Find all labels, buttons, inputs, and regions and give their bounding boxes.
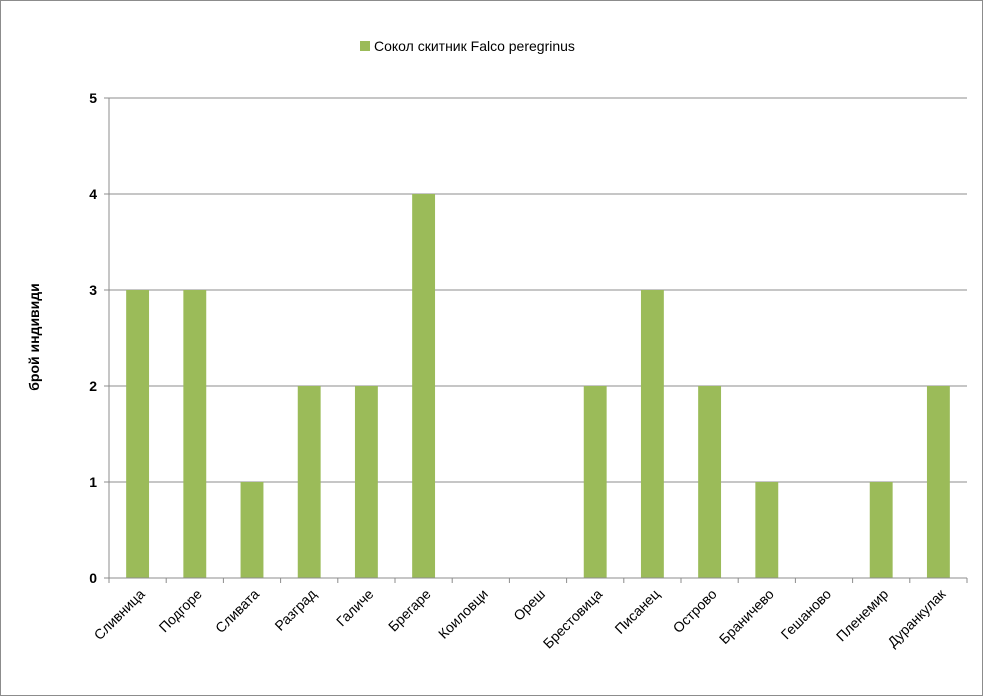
bar [126, 290, 150, 578]
axes [104, 98, 968, 583]
x-tick-label: Подгоре [156, 586, 206, 636]
legend-label: Сокол скитник Falco peregrinus [374, 38, 575, 54]
x-tick-label: Острово [670, 586, 720, 636]
x-tick-label: Сливата [212, 586, 262, 636]
x-tick-label: Галиче [333, 586, 377, 630]
x-tick-label: Ореш [510, 586, 548, 624]
y-tick-label: 0 [89, 570, 97, 586]
legend: Сокол скитник Falco peregrinus [360, 38, 575, 54]
bars [126, 194, 950, 578]
legend-swatch [360, 41, 370, 51]
x-tick-label: Брегаре [385, 586, 434, 635]
y-tick-label: 5 [89, 90, 97, 106]
x-tick-label: Коиловци [435, 586, 491, 642]
bar [183, 290, 207, 578]
x-tick-label: Пленемир [833, 586, 892, 645]
x-tick-label: Разград [271, 586, 319, 634]
bar [926, 386, 950, 578]
x-tick-label: Брестовица [540, 586, 606, 652]
bar [869, 482, 893, 578]
gridlines [104, 97, 967, 483]
x-tick-label: Дуранкулак [884, 585, 949, 650]
y-tick-label: 2 [89, 378, 97, 394]
y-tick-label: 3 [89, 282, 97, 298]
y-tick-label: 4 [89, 186, 97, 202]
x-tick-label: Браничево [716, 586, 777, 647]
x-tick-label: Гешаново [778, 586, 835, 643]
x-tick-labels: Сливница Подгоре Сливата Разград Галиче Брега… [91, 585, 950, 651]
bar [240, 482, 264, 578]
bar [297, 386, 321, 578]
bar [354, 386, 378, 578]
x-tick-label: Сливница [91, 586, 148, 643]
y-tick-labels: 0 1 2 3 4 5 [89, 90, 97, 586]
bar [640, 290, 664, 578]
y-tick-label: 1 [89, 474, 97, 490]
bar [755, 482, 779, 578]
bar [698, 386, 722, 578]
bar [583, 386, 607, 578]
y-axis-title: брой индивиди [26, 283, 42, 391]
x-tick-label: Писанец [611, 586, 662, 637]
bar [412, 194, 436, 578]
